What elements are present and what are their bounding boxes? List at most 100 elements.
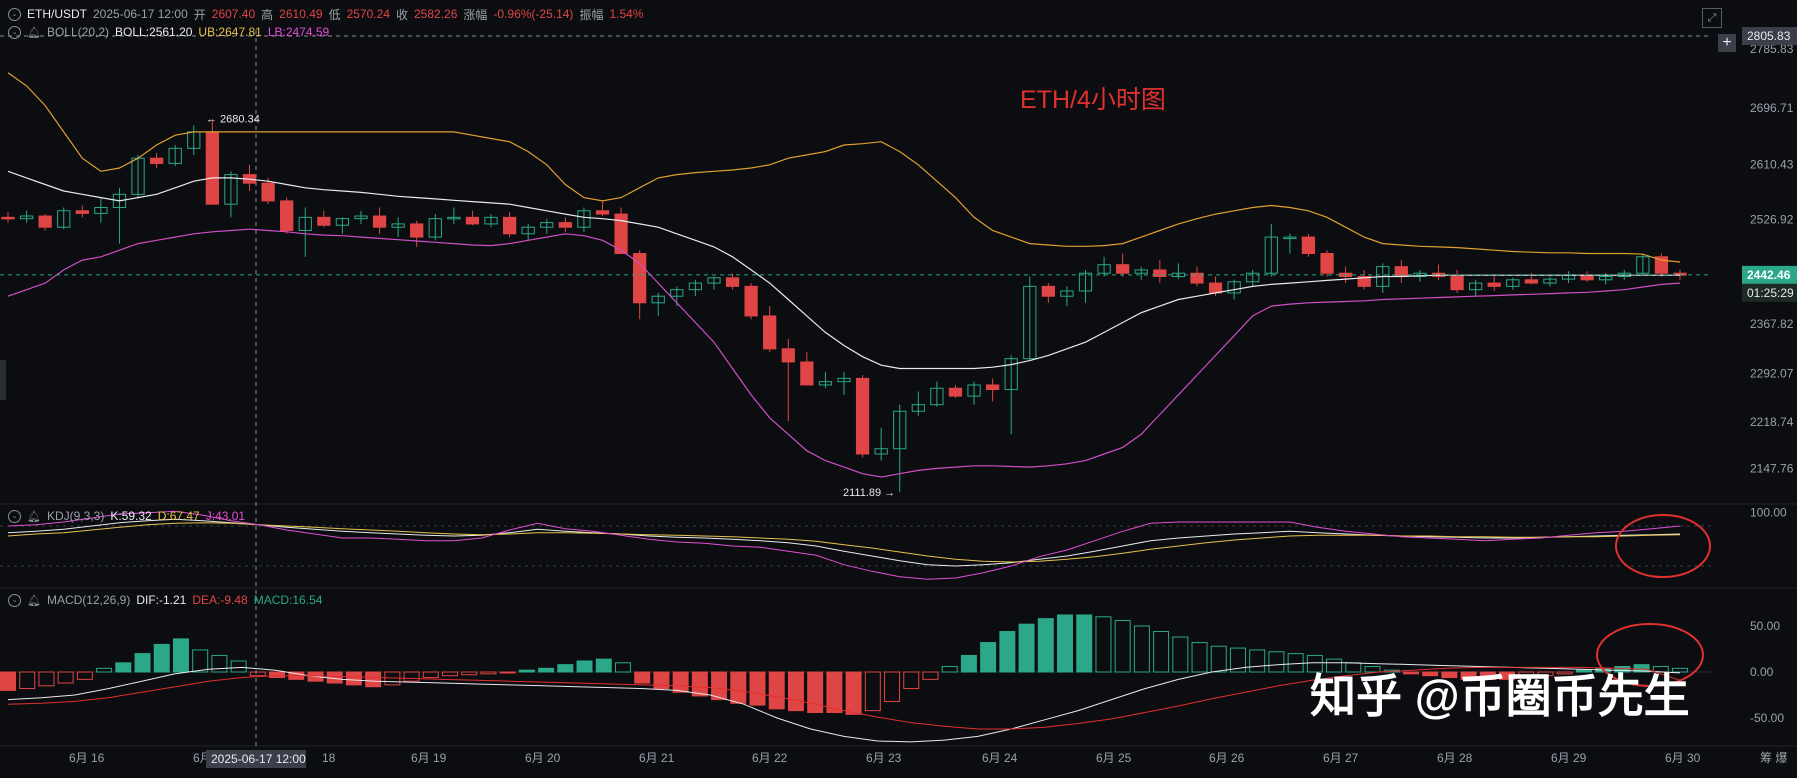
candle-body: [1599, 276, 1613, 281]
candle-body: [484, 216, 498, 225]
kdj-j-line: [7, 510, 1681, 580]
boll-lb: LB:2474.59: [267, 25, 330, 39]
candle-body: [763, 315, 777, 350]
macd-label[interactable]: MACD(12,26,9): [46, 593, 131, 607]
macd-histogram-bar: [884, 671, 901, 702]
boll-mid: BOLL:2561.20: [115, 25, 193, 39]
macd-histogram-bar: [249, 671, 266, 677]
fullscreen-icon[interactable]: ⤢: [1702, 8, 1722, 28]
macd-value: MACD:16.54: [253, 593, 323, 607]
macd-histogram-bar: [1518, 671, 1535, 679]
macd-histogram-bar: [269, 671, 286, 679]
candle-body: [1506, 279, 1520, 287]
candle-body: [614, 213, 628, 254]
time-tick-label: 6月 20: [525, 751, 561, 765]
macd-histogram-bar: [230, 660, 247, 673]
candle-body: [1208, 282, 1223, 294]
kdj-tick-label: 100.00: [1750, 506, 1787, 520]
macd-histogram-bar: [787, 671, 804, 712]
candle-body: [1190, 272, 1204, 284]
bell-icon[interactable]: 🔔︎: [27, 510, 41, 523]
candle-body: [57, 210, 71, 228]
candle-body: [1004, 358, 1018, 391]
kdj-k: K:59.32: [110, 509, 152, 523]
macd-histogram-bar: [1133, 625, 1150, 673]
macd-dea: DEA:-9.48: [192, 593, 248, 607]
kdj-label[interactable]: KDJ(9,3,3): [46, 509, 105, 523]
macd-histogram-bar: [1057, 614, 1074, 673]
candle-body: [1041, 285, 1055, 297]
kdj-d-line: [7, 522, 1681, 563]
time-tick-label: 6月 16: [69, 751, 105, 765]
candle-body: [1116, 264, 1130, 274]
current-price-tag: [1742, 265, 1797, 284]
macd-histogram-bar: [1114, 619, 1131, 673]
macd-histogram-bar: [1095, 616, 1112, 673]
time-tick-label: 6月 25: [1096, 751, 1132, 765]
macd-histogram-bar: [960, 654, 977, 673]
macd-histogram-bar: [1422, 671, 1439, 677]
collapse-icon[interactable]: ⌄: [8, 7, 21, 21]
candle-body: [595, 210, 610, 215]
close-value: 2582.26: [413, 7, 458, 21]
highlight-circle: [1615, 514, 1711, 578]
candle-body: [1357, 276, 1371, 287]
macd-histogram-bar: [1249, 649, 1266, 673]
candle-body: [428, 218, 442, 238]
boll-label[interactable]: BOLL(20,2): [46, 25, 110, 39]
macd-histogram-bar: [461, 671, 478, 676]
candle-body: [744, 285, 758, 317]
datetime-label: 2025-06-17 12:00: [93, 7, 188, 21]
candle-body: [930, 387, 944, 406]
bell-icon[interactable]: 🔔︎: [27, 26, 41, 39]
collapse-icon[interactable]: ⌄: [8, 25, 21, 39]
price-tick-label: 2526.92: [1750, 212, 1794, 226]
macd-header: ⌄ 🔔︎ MACD(12,26,9) DIF:-1.21 DEA:-9.48 M…: [8, 590, 322, 610]
crosshair-price-tag: [1742, 27, 1797, 46]
bell-icon[interactable]: 🔔︎: [27, 594, 41, 607]
candle-body: [94, 206, 108, 214]
candle-body: [335, 218, 350, 226]
macd-dea-line: [7, 666, 1681, 730]
price-tick-label: 2218.74: [1750, 415, 1794, 429]
macd-histogram-bar: [422, 671, 439, 679]
kdj-d: D:67.47: [157, 509, 200, 523]
drawing-toolbar-handle[interactable]: [0, 360, 6, 400]
add-alert-button[interactable]: +: [1718, 34, 1736, 52]
candle-body: [112, 193, 127, 208]
kdj-header: ⌄ 🔔︎ KDJ(9,3,3) K:59.32 D:67.47 J:43.01: [8, 506, 245, 526]
candle-body: [911, 404, 925, 412]
macd-dif: DIF:-1.21: [136, 593, 187, 607]
crosshair-time-tag: [206, 750, 306, 768]
macd-histogram-bar: [1460, 671, 1477, 680]
macd-histogram-bar: [595, 658, 612, 673]
macd-histogram-bar: [1306, 654, 1323, 673]
macd-histogram-bar: [922, 671, 939, 680]
close-label: 收: [395, 7, 408, 22]
time-tick-label: 6月 22: [752, 751, 788, 765]
macd-histogram-bar: [864, 671, 881, 712]
symbol-label: ETH/USDT: [27, 7, 87, 21]
macd-histogram-bar: [76, 671, 93, 680]
macd-histogram-bar: [115, 662, 132, 673]
crosshair-time-label: 2025-06-17 12:00: [211, 752, 306, 766]
candle-body: [1283, 236, 1297, 240]
candle-body: [670, 289, 684, 297]
candle-body: [38, 215, 52, 228]
candle-body: [1023, 285, 1037, 360]
candle-body: [354, 215, 368, 220]
price-tick-label: 2610.43: [1750, 157, 1794, 171]
high-price-marker: ← 2680.34: [206, 114, 260, 126]
candle-body: [1301, 236, 1316, 254]
macd-histogram-bar: [691, 671, 708, 697]
candle-body: [1153, 269, 1167, 278]
macd-histogram-bar: [1556, 671, 1573, 675]
boll-mid-line: [7, 170, 1680, 370]
time-tick-label: 6月 30: [1665, 751, 1701, 765]
candle-body: [577, 210, 591, 228]
candle-body: [224, 174, 238, 205]
collapse-icon[interactable]: ⌄: [8, 593, 21, 607]
collapse-icon[interactable]: ⌄: [8, 509, 21, 523]
open-value: 2607.40: [211, 7, 256, 21]
